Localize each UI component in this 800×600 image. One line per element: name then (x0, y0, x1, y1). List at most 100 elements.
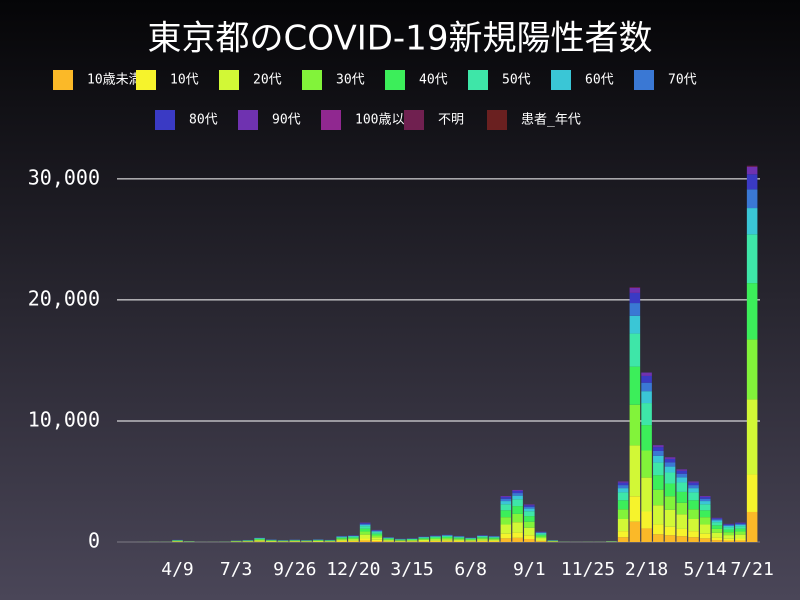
bar-segment (723, 535, 734, 539)
legend-label: 10代 (170, 73, 199, 88)
bar-segment (711, 519, 723, 521)
bar-segment (664, 458, 676, 463)
bar-segment (629, 333, 641, 367)
bar-segment (617, 519, 629, 532)
bar-segment (524, 506, 535, 509)
bar-segment (512, 532, 523, 538)
bar-segment (453, 540, 465, 542)
bar-segment (266, 541, 277, 542)
bar-segment (406, 539, 418, 541)
bar-segment (512, 489, 523, 491)
bar-segment (629, 366, 641, 405)
bar-segment (383, 540, 394, 542)
bar-segment (664, 466, 676, 473)
bar-segment (500, 533, 512, 539)
bar-segment (535, 538, 547, 541)
bar-segment (676, 477, 688, 483)
bar-segment (430, 538, 441, 540)
bar-segment (617, 500, 629, 510)
legend-label: 40代 (419, 73, 448, 88)
bar-segment (688, 492, 699, 501)
bar-segment (535, 533, 547, 535)
legend-swatch (634, 70, 654, 90)
bar-segment (723, 524, 734, 525)
bar-segment (617, 531, 629, 538)
bar-segment (535, 536, 547, 539)
bar-segment (641, 511, 652, 529)
bar-segment (735, 528, 746, 532)
legend-label: 70代 (668, 73, 697, 88)
bar-segment (617, 481, 629, 483)
bar-segment (699, 498, 711, 502)
bar-segment (664, 483, 676, 497)
bar-segment (430, 536, 441, 538)
x-tick-label: 4/9 (161, 559, 194, 580)
bar-segment (371, 530, 383, 532)
bar-segment (746, 234, 758, 284)
bar-segment (676, 502, 688, 515)
bar-segment (488, 537, 500, 539)
bar-segment (711, 528, 723, 533)
bar-segment (629, 445, 641, 497)
bar-segment (629, 315, 641, 334)
bar-segment (512, 537, 523, 542)
legend-swatch (302, 70, 322, 90)
bar-segment (653, 447, 664, 451)
bar-segment (441, 538, 453, 540)
bar-segment (711, 537, 723, 541)
bar-segment (629, 287, 641, 288)
bar-segment (500, 496, 512, 497)
bar-segment (371, 537, 383, 540)
bar-segment (359, 528, 371, 532)
bar-segment (617, 537, 629, 542)
bar-segment (348, 538, 359, 540)
legend-swatch (487, 110, 507, 130)
bar-segment (746, 511, 758, 542)
bar-segment (535, 541, 547, 542)
bar-segment (664, 457, 676, 459)
bar-segment (641, 403, 652, 426)
bar-segment (500, 501, 512, 505)
bar-segment (512, 493, 523, 496)
bar-segment (676, 514, 688, 529)
bar-segment (348, 540, 359, 542)
bar-segment (336, 537, 347, 538)
bar-segment (371, 531, 383, 533)
bar-segment (348, 541, 359, 542)
y-tick-label: 0 (88, 529, 100, 553)
bar-segment (441, 536, 453, 539)
bar-segment (453, 537, 465, 539)
bar-segment (430, 541, 441, 542)
bar-segment (465, 538, 476, 540)
bar-segment (500, 538, 512, 542)
bar-segment (676, 528, 688, 537)
legend-label: 50代 (502, 73, 531, 88)
bar-segment (336, 537, 347, 539)
bar-segment (746, 339, 758, 400)
bar-segment (641, 382, 652, 392)
legend-swatch (385, 70, 405, 90)
bar-segment (746, 165, 758, 167)
bar-segment (500, 496, 512, 499)
x-tick-label: 7/21 (730, 559, 773, 580)
bar-segment (711, 518, 723, 520)
x-tick-label: 2/18 (625, 559, 668, 580)
bar-segment (512, 513, 523, 523)
bar-segment (453, 537, 465, 538)
bar-segment (735, 524, 746, 527)
bar-segment (641, 375, 652, 383)
bar-segment (441, 536, 453, 537)
bar-segment (453, 539, 465, 541)
bar-segment (524, 535, 535, 539)
bar-segment (359, 523, 371, 524)
bar-segment (699, 517, 711, 525)
bar-segment (711, 520, 723, 523)
bar-segment (512, 490, 523, 494)
bar-segment (371, 541, 383, 542)
bar-segment (711, 532, 723, 538)
bar-segment (688, 500, 699, 510)
bar-segment (723, 527, 734, 530)
bar-segment (383, 538, 394, 540)
legend-label: 80代 (189, 113, 218, 128)
